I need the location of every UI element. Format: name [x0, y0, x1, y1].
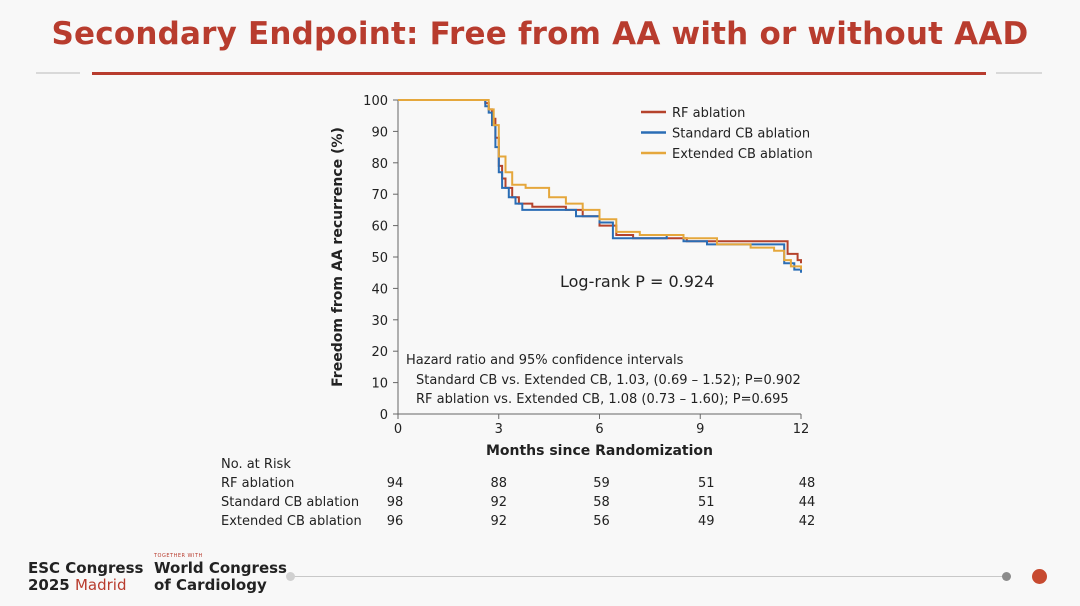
esc-line1: ESC Congress	[28, 559, 144, 577]
risk-value: 44	[798, 495, 816, 510]
risk-value: 56	[593, 514, 610, 529]
risk-row-label: Extended CB ablation	[221, 514, 362, 529]
x-tick-label: 6	[595, 422, 603, 437]
y-tick-label: 60	[371, 220, 388, 235]
risk-table-header: No. at Risk	[221, 457, 291, 472]
x-axis-title: Months since Randomization	[486, 443, 713, 459]
esc-congress-logo: ESC Congress 2025 Madrid	[28, 560, 143, 594]
series-line-1	[398, 99, 802, 264]
legend-label: RF ablation	[672, 106, 745, 121]
logrank-annotation: Log-rank P = 0.924	[560, 272, 714, 291]
risk-value: 98	[386, 495, 404, 510]
risk-value: 92	[490, 514, 508, 529]
esc-year: 2025	[28, 576, 70, 594]
title-rule-left	[36, 72, 80, 74]
x-tick-label: 3	[495, 422, 503, 437]
risk-value: 96	[386, 514, 404, 529]
risk-row-label: RF ablation	[221, 476, 295, 491]
risk-row-label: Standard CB ablation	[221, 495, 360, 510]
y-tick-label: 30	[371, 314, 388, 329]
risk-value: 51	[697, 476, 715, 491]
series-line-2	[398, 99, 802, 273]
wcc-logo: World Congress of Cardiology	[154, 560, 287, 594]
wcc-line2: of Cardiology	[154, 576, 267, 594]
x-tick-label: 0	[394, 422, 402, 437]
risk-value: 92	[490, 495, 508, 510]
esc-line2: 2025 Madrid	[28, 577, 143, 594]
legend-label: Extended CB ablation	[672, 147, 813, 162]
y-tick-label: 40	[371, 282, 388, 297]
wcc-line1: World Congress	[154, 559, 287, 577]
hazard-ratio-line: RF ablation vs. Extended CB, 1.08 (0.73 …	[416, 392, 789, 407]
hazard-ratio-title: Hazard ratio and 95% confidence interval…	[406, 353, 684, 368]
x-tick-label: 12	[793, 422, 810, 437]
risk-value: 88	[490, 476, 508, 491]
together-with-label: TOGETHER WITH	[154, 553, 203, 559]
series-line-3	[398, 99, 802, 270]
y-tick-label: 100	[363, 94, 388, 109]
x-tick-label: 9	[696, 422, 704, 437]
risk-value: 42	[798, 514, 816, 529]
y-axis-title: Freedom from AA recurrence (%)	[330, 127, 346, 387]
risk-value: 51	[697, 495, 715, 510]
y-tick-label: 20	[371, 345, 388, 360]
y-tick-label: 50	[371, 251, 388, 266]
risk-value: 59	[593, 476, 610, 491]
y-tick-label: 10	[371, 377, 388, 392]
risk-value: 48	[798, 476, 816, 491]
risk-value: 49	[697, 514, 715, 529]
hazard-ratio-line: Standard CB vs. Extended CB, 1.03, (0.69…	[416, 373, 801, 388]
title-rule	[92, 72, 986, 75]
legend-label: Standard CB ablation	[672, 127, 810, 142]
risk-value: 94	[386, 476, 404, 491]
footer-progress-current-dot	[1032, 569, 1047, 584]
footer-progress-track	[290, 576, 1010, 577]
slide-title: Secondary Endpoint: Free from AA with or…	[51, 16, 1029, 52]
y-tick-label: 70	[371, 188, 388, 203]
footer-progress-start-dot	[286, 572, 295, 581]
risk-value: 58	[593, 495, 610, 510]
y-tick-label: 0	[380, 408, 388, 423]
footer-progress-dot	[1002, 572, 1011, 581]
y-tick-label: 80	[371, 157, 388, 172]
esc-city: Madrid	[74, 576, 127, 594]
title-rule-right	[996, 72, 1042, 74]
y-tick-label: 90	[371, 125, 388, 140]
